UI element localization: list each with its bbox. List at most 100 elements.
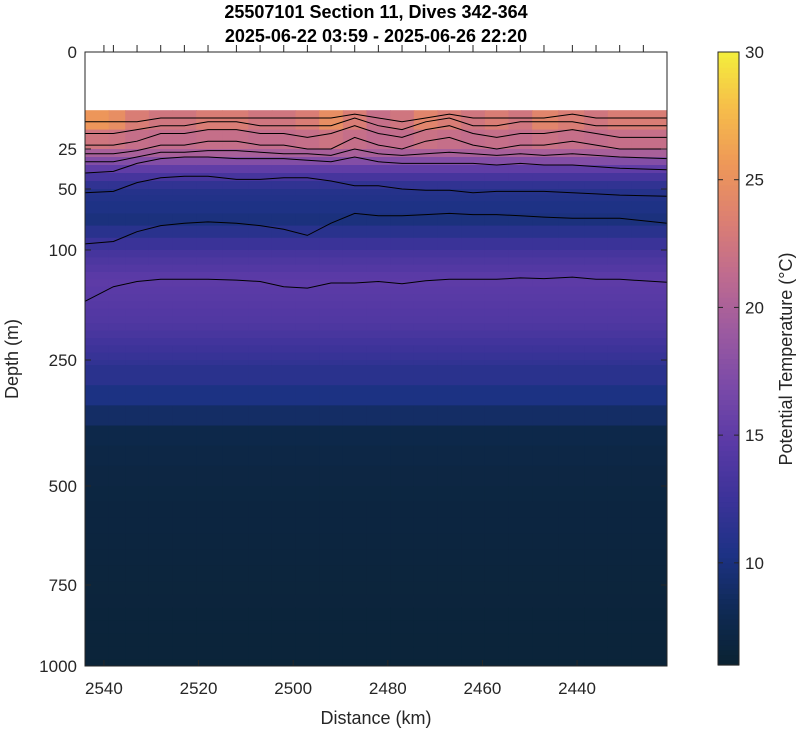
heatmap-cell — [271, 308, 297, 317]
heatmap-cell — [631, 445, 667, 467]
heatmap-cell — [607, 338, 633, 346]
heatmap-cell — [125, 594, 150, 609]
heatmap-cell — [558, 173, 585, 182]
heatmap-cell — [461, 338, 486, 346]
heatmap-cell — [319, 165, 344, 174]
colorbar-segment — [718, 57, 739, 63]
heatmap-cell — [390, 633, 415, 648]
heatmap-cell — [532, 385, 559, 406]
heatmap-cell — [558, 213, 585, 227]
heatmap-cell — [607, 465, 633, 487]
heatmap-cell — [584, 213, 609, 227]
heatmap-cell — [558, 659, 585, 666]
heatmap-cell — [508, 646, 533, 661]
heatmap-cell — [508, 581, 533, 596]
heatmap-cell — [85, 173, 110, 182]
heatmap-cell — [390, 330, 415, 339]
heatmap-cell — [85, 237, 110, 251]
heatmap-cell — [85, 181, 110, 190]
heatmap-cell — [484, 157, 510, 166]
colorbar-segment — [718, 496, 739, 503]
heatmap-cell — [248, 181, 273, 190]
heatmap-cell — [631, 189, 667, 196]
heatmap-cell — [631, 565, 667, 582]
contour-line — [85, 113, 667, 123]
heatmap-cell — [390, 352, 415, 361]
heatmap-cell — [196, 594, 223, 609]
heatmap-cell — [607, 264, 633, 273]
heatmap-cell — [196, 323, 223, 332]
y-tick-label: 250 — [49, 351, 77, 370]
heatmap-cell — [271, 405, 297, 427]
heatmap-cell — [558, 257, 585, 266]
heatmap-cell — [222, 352, 249, 361]
heatmap-cell — [85, 250, 110, 258]
heatmap-cell — [558, 195, 585, 202]
heatmap-cell — [631, 360, 667, 366]
heatmap-cell — [390, 365, 415, 386]
heatmap-cell — [248, 338, 273, 346]
heatmap-cell — [125, 646, 150, 661]
heatmap-cell — [342, 405, 368, 427]
heatmap-cell — [584, 237, 609, 251]
heatmap-cell — [172, 330, 197, 339]
heatmap-cell — [319, 264, 344, 273]
heatmap-cell — [532, 352, 559, 361]
heatmap-cell — [248, 316, 273, 324]
heatmap-cell — [172, 517, 197, 535]
heatmap-cell — [366, 633, 391, 648]
heatmap-cell — [172, 189, 197, 196]
heatmap-cell — [319, 549, 344, 566]
colorbar-segment — [718, 634, 739, 641]
heatmap-cell — [390, 272, 415, 280]
heatmap-cell — [196, 465, 223, 487]
heatmap-cell — [295, 308, 320, 317]
heatmap-cell — [413, 181, 439, 190]
heatmap-cell — [196, 294, 223, 302]
heatmap-cell — [484, 301, 510, 310]
heatmap-cell — [584, 165, 609, 174]
heatmap-cell — [108, 465, 126, 487]
heatmap-cell — [532, 181, 559, 190]
heatmap-cell — [222, 129, 249, 150]
heatmap-cell — [342, 486, 368, 503]
heatmap-cell — [508, 330, 533, 339]
heatmap-cell — [148, 517, 174, 535]
heatmap-cell — [85, 405, 110, 427]
heatmap-cell — [108, 308, 126, 317]
heatmap-cell — [607, 405, 633, 427]
heatmap-cell — [271, 465, 297, 487]
heatmap-cell — [437, 338, 462, 346]
heatmap-cell — [413, 294, 439, 302]
heatmap-cell — [222, 594, 249, 609]
heatmap-cell — [390, 501, 415, 519]
heatmap-cell — [172, 286, 197, 295]
heatmap-cell — [271, 279, 297, 288]
heatmap-cell — [222, 501, 249, 519]
heatmap-cell — [584, 264, 609, 273]
heatmap-cell — [508, 149, 533, 158]
heatmap-cell — [413, 338, 439, 346]
heatmap-cell — [172, 195, 197, 202]
heatmap-cell — [631, 250, 667, 258]
heatmap-cell — [508, 465, 533, 487]
heatmap-cell — [172, 110, 197, 131]
colorbar-segment — [718, 573, 739, 579]
heatmap-cell — [125, 607, 150, 622]
heatmap-cell — [148, 338, 174, 346]
heatmap-cell — [248, 279, 273, 288]
heatmap-cell — [413, 659, 439, 666]
heatmap-cell — [172, 581, 197, 596]
heatmap-cell — [366, 330, 391, 339]
heatmap-cell — [342, 633, 368, 648]
heatmap-cell — [295, 405, 320, 427]
heatmap-cell — [390, 385, 415, 406]
heatmap-cell — [532, 257, 559, 266]
heatmap-cell — [342, 250, 368, 258]
heatmap-cell — [172, 272, 197, 280]
heatmap-cell — [366, 365, 391, 386]
heatmap-cell — [558, 110, 585, 131]
heatmap-cell — [271, 110, 297, 131]
heatmap-cell — [607, 225, 633, 239]
colorbar-segment — [718, 435, 739, 441]
